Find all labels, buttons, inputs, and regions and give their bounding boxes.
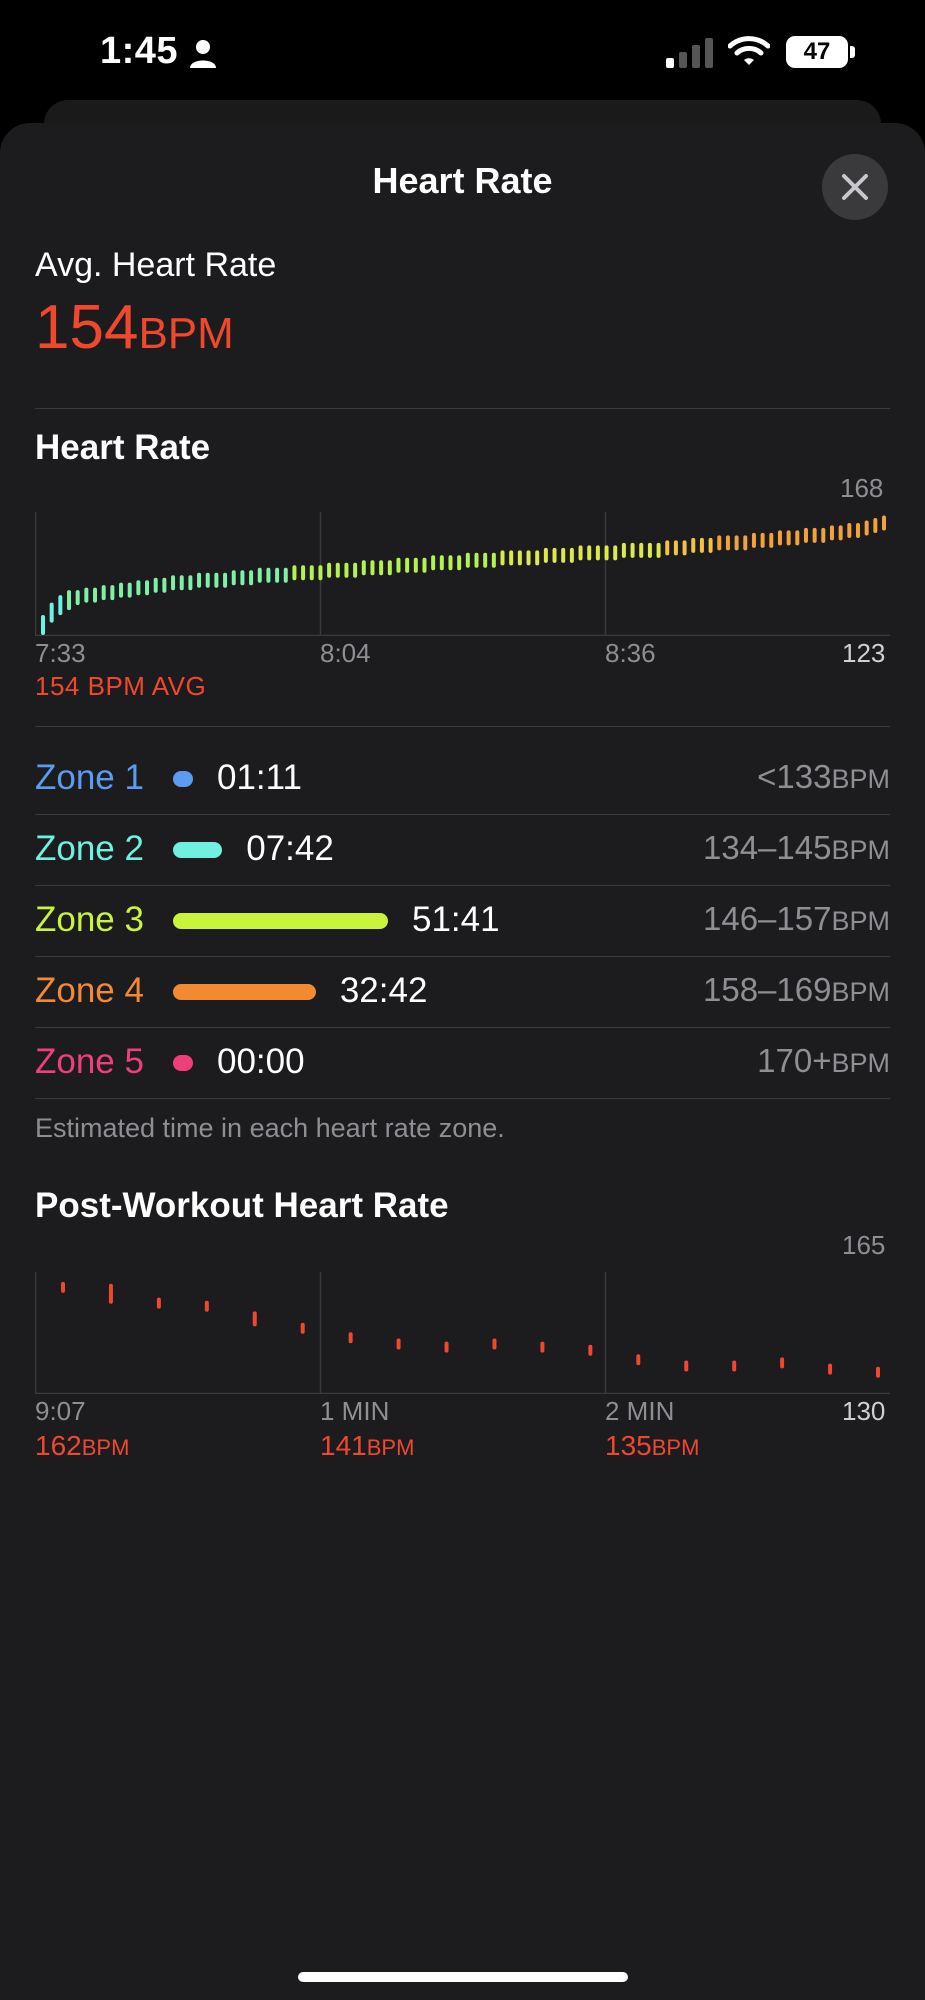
zone-time: 01:11 — [217, 758, 302, 797]
zone-bar — [173, 771, 193, 787]
hr-x-label-end: 8:36 — [605, 638, 656, 668]
zone-range: 134–145BPM — [703, 829, 890, 866]
person-icon — [188, 38, 218, 72]
post-workout-section-title: Post-Workout Heart Rate — [35, 1186, 449, 1225]
heart-rate-chart — [35, 512, 890, 636]
zone-bar — [173, 984, 316, 1000]
pw-x-label-mid: 1 MIN — [320, 1396, 390, 1426]
hr-y-max-label: 168 — [840, 473, 884, 503]
zone-range: 170+BPM — [757, 1042, 890, 1079]
cellular-signal-icon — [664, 36, 716, 70]
divider — [35, 956, 890, 957]
pw-y-max-label: 165 — [842, 1230, 886, 1260]
divider — [35, 408, 890, 409]
avg-value-number: 154 — [35, 293, 139, 362]
avg-heart-rate-label: Avg. Heart Rate — [35, 246, 277, 284]
battery-icon: 47 — [786, 36, 856, 70]
zone-label: Zone 5 — [35, 1042, 144, 1081]
zone-row: Zone 1 01:11 <133BPM — [35, 744, 890, 814]
divider — [35, 814, 890, 815]
zone-bar — [173, 842, 223, 858]
pw-x-label-end: 2 MIN — [605, 1396, 675, 1426]
zone-label: Zone 2 — [35, 829, 144, 868]
divider — [35, 1027, 890, 1028]
zone-range: 146–157BPM — [703, 900, 890, 937]
zone-bar — [173, 913, 388, 929]
pw-reading-2: 141BPM — [320, 1430, 415, 1461]
hr-x-label-start: 7:33 — [35, 638, 86, 668]
pw-x-label-start: 9:07 — [35, 1396, 86, 1426]
avg-heart-rate-value: 154BPM — [35, 292, 234, 363]
zone-range: 158–169BPM — [703, 971, 890, 1008]
zone-time: 32:42 — [339, 971, 428, 1010]
status-time: 1:45 — [100, 30, 179, 72]
divider — [35, 726, 890, 727]
hr-avg-label: 154 BPM AVG — [35, 671, 207, 701]
zone-bar — [173, 1055, 193, 1071]
battery-level: 47 — [786, 36, 848, 68]
pw-reading-3: 135BPM — [605, 1430, 700, 1461]
zone-range: <133BPM — [757, 758, 890, 795]
wifi-icon — [727, 34, 771, 68]
divider — [35, 885, 890, 886]
hr-y-min-label: 123 — [842, 638, 886, 668]
zone-label: Zone 3 — [35, 900, 144, 939]
zone-time: 00:00 — [217, 1042, 305, 1081]
zone-time: 07:42 — [246, 829, 334, 868]
sheet-title: Heart Rate — [372, 160, 553, 201]
divider — [35, 1098, 890, 1099]
zone-row: Zone 5 00:00 170+BPM — [35, 1028, 890, 1098]
home-indicator[interactable] — [298, 1972, 628, 1982]
avg-value-unit: BPM — [138, 309, 234, 358]
heart-rate-sheet — [0, 123, 925, 2000]
zone-row: Zone 4 32:42 158–169BPM — [35, 957, 890, 1027]
close-icon — [842, 174, 868, 200]
zone-row: Zone 2 07:42 134–145BPM — [35, 815, 890, 885]
hr-x-label-mid: 8:04 — [320, 638, 371, 668]
heart-rate-section-title: Heart Rate — [35, 428, 211, 467]
pw-reading-1: 162BPM — [35, 1430, 130, 1461]
post-workout-chart — [35, 1272, 890, 1394]
zones-caption: Estimated time in each heart rate zone. — [35, 1113, 505, 1143]
zone-time: 51:41 — [412, 900, 500, 939]
zone-label: Zone 4 — [35, 971, 144, 1010]
zone-row: Zone 3 51:41 146–157BPM — [35, 886, 890, 956]
pw-y-min-label: 130 — [842, 1396, 886, 1426]
close-button[interactable] — [822, 154, 888, 220]
zone-label: Zone 1 — [35, 758, 144, 797]
